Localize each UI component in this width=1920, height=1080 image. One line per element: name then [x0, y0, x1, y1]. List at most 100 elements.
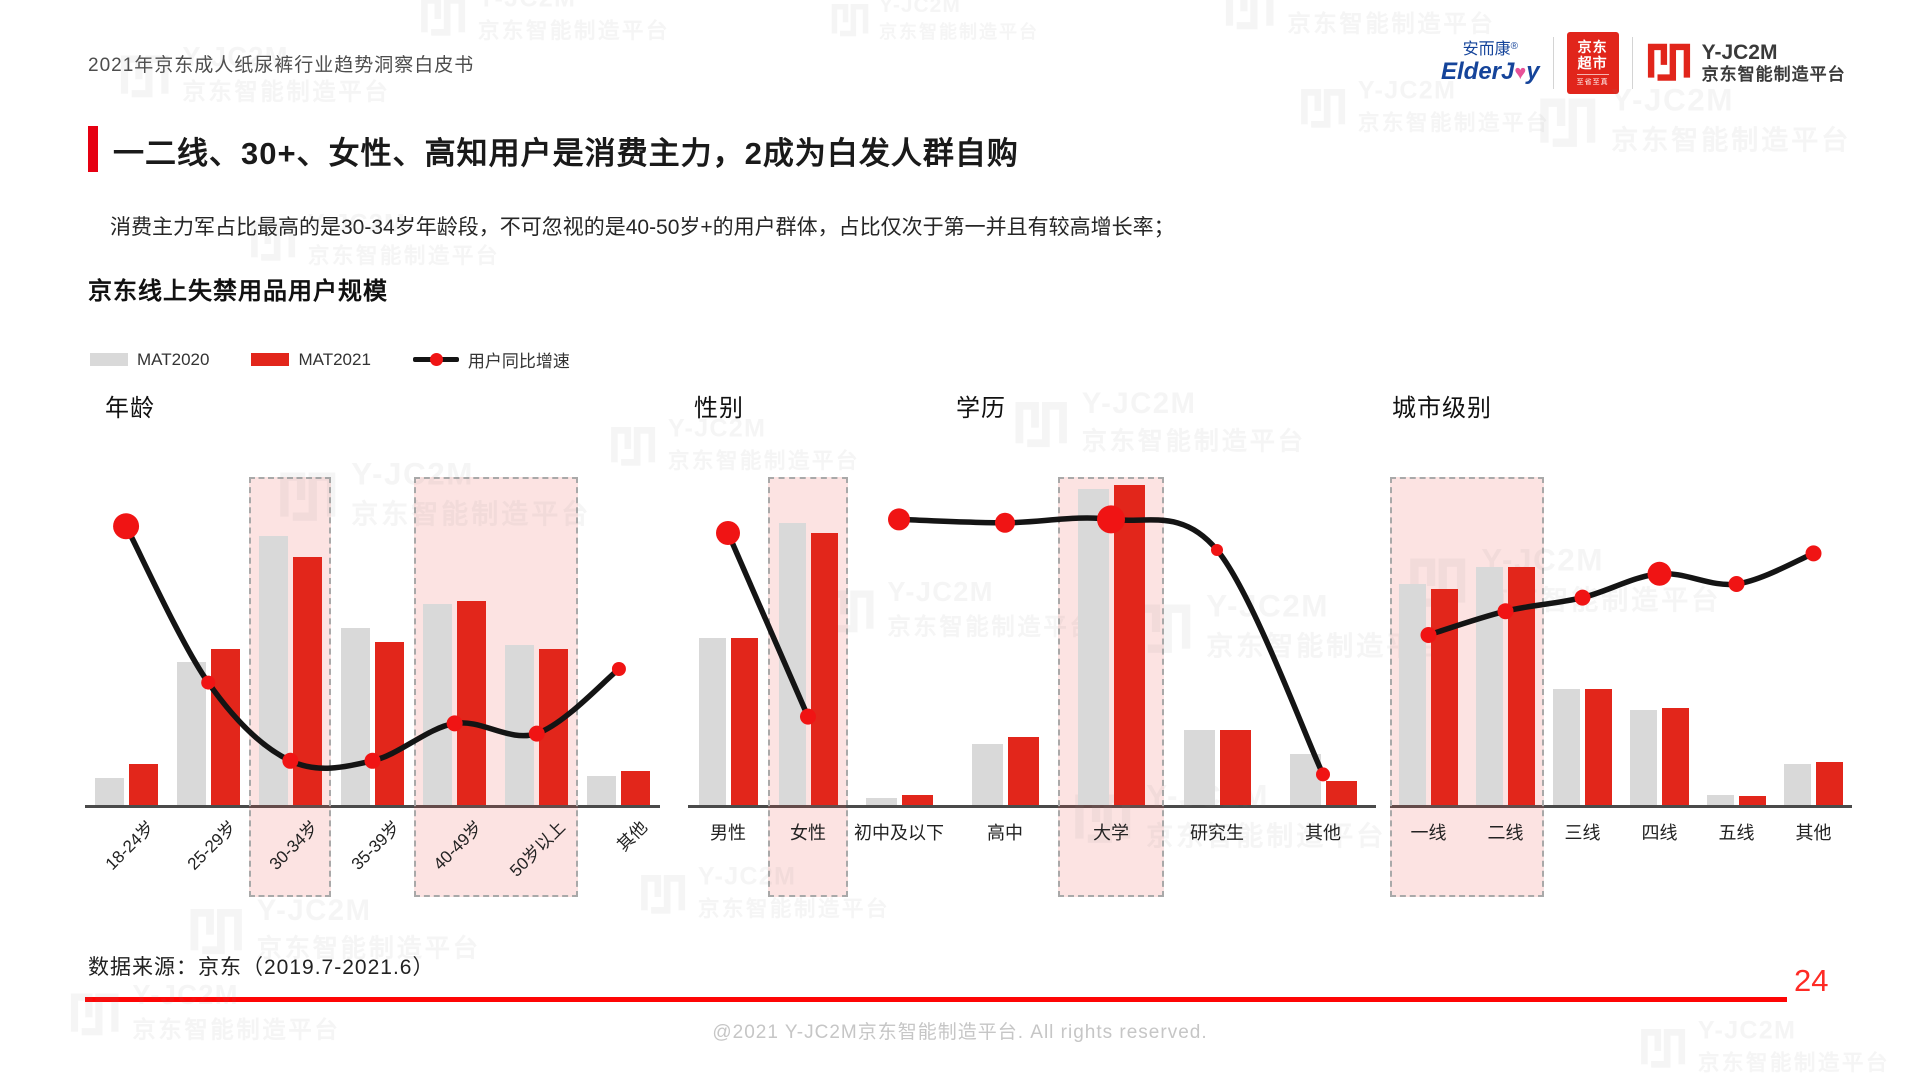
legend: MAT2020 MAT2021 用户同比增速	[90, 347, 570, 372]
elderjoy-logo: 安而康® ElderJ♥y	[1441, 41, 1540, 85]
bar-mat2021-4	[1739, 796, 1766, 805]
bar-mat2021-4	[1325, 781, 1357, 805]
bar-mat2020-5	[505, 645, 535, 805]
bar-mat2020-3	[340, 628, 370, 805]
yjc2m-logo: Y-JC2M 京东智能制造平台	[1646, 38, 1846, 89]
growth-dot	[1805, 545, 1822, 562]
bar-mat2020-6	[587, 776, 617, 805]
growth-dot	[201, 675, 216, 690]
growth-dot	[1497, 603, 1514, 620]
growth-dot	[364, 752, 381, 769]
legend-item-mat2020: MAT2020	[90, 350, 209, 370]
growth-dot	[113, 513, 140, 540]
category-column	[414, 465, 496, 805]
x-axis-label: 四线	[1641, 823, 1678, 843]
category-column	[1390, 465, 1467, 805]
category-column	[768, 465, 848, 805]
growth-dot	[1420, 627, 1437, 643]
bar-mat2021-0	[901, 794, 933, 805]
growth-line-layer	[716, 521, 816, 725]
bar-mat2020-0	[94, 777, 124, 805]
x-axis-label: 三线	[1564, 823, 1601, 843]
watermark-line2: 京东智能制造平台	[879, 22, 1039, 42]
x-axis-label: 18-24岁	[101, 817, 158, 874]
jd-supermarket-line2: 超市	[1577, 55, 1608, 71]
x-axis-label: 男性	[710, 823, 746, 843]
bar-mat2021-1	[210, 648, 240, 805]
bar-mat2020-2	[1553, 689, 1580, 805]
watermark-monogram-icon	[1540, 98, 1596, 147]
watermark-line1: Y-JC2M	[1081, 388, 1197, 421]
growth-dot	[888, 508, 910, 531]
growth-line-layer	[1420, 545, 1822, 643]
category-column	[167, 465, 249, 805]
bar-mat2020-0	[865, 798, 897, 805]
registered-mark: ®	[1510, 41, 1518, 52]
legend-swatch-gray	[90, 353, 128, 366]
page-subtitle: 消费主力军占比最高的是30-34岁年龄段，不可忽视的是40-50岁+的用户群体，…	[110, 216, 1175, 239]
x-axis-label: 一线	[1410, 823, 1447, 843]
category-column	[85, 465, 167, 805]
category-column	[1775, 465, 1852, 805]
chart-title-gender: 性别	[694, 395, 744, 422]
category-column	[846, 465, 952, 805]
growth-dot	[1728, 576, 1745, 592]
category-column	[1164, 465, 1270, 805]
legend-line-icon	[412, 353, 459, 366]
chart-title-education: 学历	[956, 395, 1006, 422]
growth-dot	[1097, 505, 1125, 534]
logo-divider	[1552, 37, 1554, 89]
bar-mat2020-0	[1399, 584, 1426, 805]
watermark-line2: 京东智能制造平台	[1357, 110, 1550, 135]
elderjoy-en: ElderJ	[1441, 57, 1515, 85]
yjc2m-subtitle: 京东智能制造平台	[1701, 65, 1846, 85]
watermark-line2: 京东智能制造平台	[307, 243, 500, 268]
bar-mat2021-4	[457, 601, 487, 805]
watermark-monogram-icon	[641, 875, 686, 914]
jd-supermarket-line1: 京东	[1577, 38, 1608, 55]
growth-dot	[1316, 767, 1330, 782]
bar-mat2021-0	[128, 764, 158, 805]
category-column	[578, 465, 660, 805]
watermark-monogram-icon	[1301, 89, 1346, 128]
bar-mat2021-3	[1219, 730, 1251, 805]
bar-mat2021-2	[1585, 689, 1612, 805]
bottom-rule	[85, 997, 1787, 1002]
deck-title: 2021年京东成人纸尿裤行业趋势洞察白皮书	[88, 55, 475, 76]
jd-supermarket-slogan: 至省至真	[1576, 74, 1609, 87]
jd-supermarket-badge: 京东 超市 至省至真	[1566, 32, 1619, 94]
chart-title-age: 年龄	[105, 395, 155, 422]
growth-line-layer	[888, 505, 1330, 782]
watermark: Y-JC2M京东智能制造平台	[419, 0, 670, 45]
bar-mat2021-6	[621, 771, 651, 805]
page-title: 一二线、30+、女性、高知用户是消费主力，2成为白发人群自购	[113, 136, 1019, 171]
bar-mat2020-4	[423, 604, 453, 805]
category-column	[1621, 465, 1698, 805]
bar-mat2021-3	[374, 641, 404, 805]
bar-mat2020-1	[1476, 567, 1503, 805]
yjc2m-name: Y-JC2M	[1701, 41, 1778, 65]
bar-mat2021-0	[730, 638, 758, 805]
legend-label: 用户同比增速	[467, 352, 570, 371]
growth-line	[896, 515, 1326, 778]
watermark-line1: Y-JC2M	[879, 0, 961, 17]
bar-mat2020-3	[1183, 730, 1215, 805]
growth-dot	[995, 512, 1015, 533]
x-axis-label: 五线	[1718, 823, 1755, 843]
plot-city-tier	[1390, 465, 1852, 897]
growth-line	[1425, 550, 1817, 638]
watermark-monogram-icon	[831, 4, 869, 37]
watermark-line2: 京东智能制造平台	[477, 18, 670, 43]
legend-dot-icon	[429, 353, 443, 366]
logo-row: 安而康® ElderJ♥y 京东 超市 至省至真 Y-JC2M 京东智能制造平台	[1441, 30, 1846, 96]
title-accent-bar	[88, 126, 98, 172]
logo-divider	[1631, 37, 1633, 89]
growth-dot	[1574, 589, 1591, 606]
legend-label: MAT2021	[298, 349, 371, 369]
growth-dot	[1647, 561, 1672, 586]
watermark-monogram-icon	[611, 427, 656, 466]
heart-icon: ♥	[1514, 61, 1527, 84]
